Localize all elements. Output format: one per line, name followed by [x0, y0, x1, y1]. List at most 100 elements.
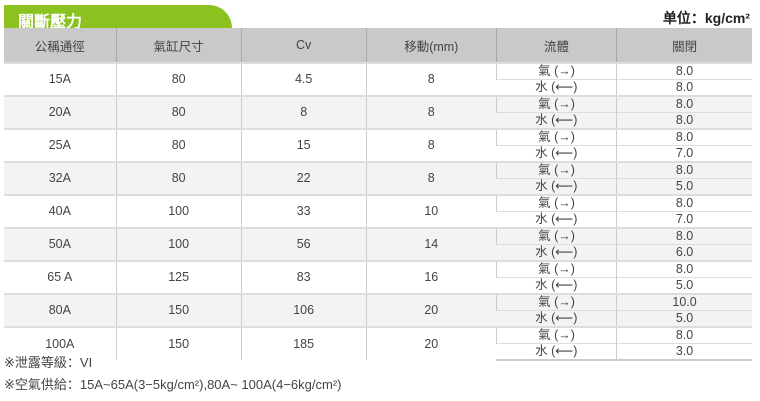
table-header: 公稱通徑 氣缸尺寸 Cv 移動(mm) 流體 關閉 [4, 28, 752, 63]
table-subrow: 水 (⟵) 3.0 [4, 343, 752, 361]
table-cell: 氣 (→) [495, 62, 617, 80]
table-cell: 14 [365, 227, 497, 261]
table-cell: 7.0 [616, 211, 752, 228]
table-cell: 125 [115, 260, 242, 294]
table-cell: 185 [240, 326, 367, 360]
table-cell: 8.0 [616, 326, 752, 344]
table-cell: 20A [4, 95, 117, 129]
column-header: Cv [240, 28, 367, 63]
table-cell: 氣 (→) [495, 293, 617, 311]
table-cell: 150 [115, 326, 242, 360]
table-row: 25A 80 15 8 氣 (→) 8.0 [4, 128, 752, 162]
table-cell: 氣 (→) [495, 128, 617, 146]
table-cell: 80 [115, 161, 242, 195]
table-cell: 氣 (→) [495, 95, 617, 113]
table-cell: 56 [240, 227, 367, 261]
table-subrow: 水 (⟵) 8.0 [4, 112, 752, 129]
table-row: 32A 80 22 8 氣 (→) 8.0 [4, 161, 752, 195]
table-cell: 8.0 [616, 112, 752, 129]
table-cell: 氣 (→) [495, 161, 617, 179]
table-cell: 8.0 [616, 260, 752, 278]
table-cell: 22 [240, 161, 367, 195]
table-cell: 106 [240, 293, 367, 327]
note-air-supply: ※空氣供給：15A~65A(3−5kg/cm²),80A~ 100A(4−6kg… [4, 377, 342, 392]
table-cell: 8.0 [616, 79, 752, 96]
table-cell: 25A [4, 128, 117, 162]
table-row: 65 A 125 83 16 氣 (→) 8.0 [4, 260, 752, 294]
table-cell: 8 [365, 95, 497, 129]
table-row: 100A 150 185 20 氣 (→) 8.0 [4, 326, 752, 360]
table-cell: 8.0 [616, 62, 752, 80]
table-cell: 8 [365, 128, 497, 162]
table-cell: 20 [365, 293, 497, 327]
table-row: 15A 80 4.5 8 氣 (→) 8.0 [4, 62, 752, 96]
table-cell: 8 [365, 161, 497, 195]
table-cell: 20 [365, 326, 497, 360]
table-cell: 6.0 [616, 244, 752, 261]
table-cell: 33 [240, 194, 367, 228]
note-leakage: ※泄露等級：VI [4, 355, 93, 370]
table-cell: 15A [4, 62, 117, 96]
table-cell: 8.0 [616, 194, 752, 212]
table-row: 50A 100 56 14 氣 (→) 8.0 [4, 227, 752, 261]
table-row: 20A 80 8 8 氣 (→) 8.0 [4, 95, 752, 129]
table-cell: 8.0 [616, 128, 752, 146]
table-cell: 水 (⟵) [496, 145, 617, 162]
table-cell: 32A [4, 161, 117, 195]
table-cell: 4.5 [240, 62, 367, 96]
table-cell: 10.0 [616, 293, 752, 311]
shutoff-pressure-table: 公稱通徑 氣缸尺寸 Cv 移動(mm) 流體 關閉 15A 80 4.5 8 氣 (→) 8.0 水 … [4, 28, 752, 361]
section-tab: 關斷壓力 [4, 5, 232, 31]
table-cell: 8 [365, 62, 497, 96]
table-subrow: 水 (⟵) 7.0 [4, 145, 752, 162]
table-subrow: 水 (⟵) 5.0 [4, 178, 752, 195]
table-subrow: 水 (⟵) 5.0 [4, 310, 752, 327]
table-cell: 5.0 [616, 178, 752, 195]
table-subrow: 水 (⟵) 5.0 [4, 277, 752, 294]
table-cell: 40A [4, 194, 117, 228]
table-cell: 15 [240, 128, 367, 162]
table-cell: 8.0 [616, 227, 752, 245]
table-subrow: 水 (⟵) 7.0 [4, 211, 752, 228]
table-cell: 氣 (→) [495, 227, 617, 245]
table-cell: 80A [4, 293, 117, 327]
section-title: 關斷壓力 [18, 14, 83, 31]
table-cell: 100 [115, 227, 242, 261]
table-cell: 80 [115, 95, 242, 129]
table-cell: 3.0 [616, 343, 752, 361]
table-cell: 80 [115, 128, 242, 162]
table-cell: 150 [115, 293, 242, 327]
table-cell: 8.0 [616, 95, 752, 113]
column-header: 氣缸尺寸 [115, 28, 242, 63]
table-cell: 16 [365, 260, 497, 294]
table-cell: 水 (⟵) [496, 112, 617, 129]
column-header: 關閉 [616, 28, 752, 63]
table-cell: 水 (⟵) [496, 277, 617, 294]
table-cell: 65 A [4, 260, 117, 294]
column-header: 移動(mm) [365, 28, 497, 63]
table-cell: 水 (⟵) [496, 343, 617, 361]
table-cell: 7.0 [616, 145, 752, 162]
table-cell: 水 (⟵) [496, 244, 617, 261]
table-cell: 5.0 [616, 277, 752, 294]
column-header: 流體 [495, 28, 617, 63]
table-subrow: 水 (⟵) 8.0 [4, 79, 752, 96]
table-row: 80A 150 106 20 氣 (→) 10.0 [4, 293, 752, 327]
unit-label: 单位：kg/cm² [662, 10, 750, 26]
table-cell: 10 [365, 194, 497, 228]
table-cell: 水 (⟵) [496, 178, 617, 195]
table-cell: 5.0 [616, 310, 752, 327]
table-row: 40A 100 33 10 氣 (→) 8.0 [4, 194, 752, 228]
table-cell: 50A [4, 227, 117, 261]
table-cell: 83 [240, 260, 367, 294]
table-subrow: 水 (⟵) 6.0 [4, 244, 752, 261]
table-cell: 100 [115, 194, 242, 228]
notes: ※泄露等級：VI ※空氣供給：15A~65A(3−5kg/cm²),80A~ 1… [4, 352, 341, 396]
table-cell: 氣 (→) [495, 260, 617, 278]
table-cell: 80 [115, 62, 242, 96]
table-cell: 氣 (→) [495, 194, 617, 212]
column-header: 公稱通徑 [4, 28, 117, 63]
table-cell: 氣 (→) [495, 326, 617, 344]
table-cell: 水 (⟵) [496, 310, 617, 327]
table-cell: 8.0 [616, 161, 752, 179]
